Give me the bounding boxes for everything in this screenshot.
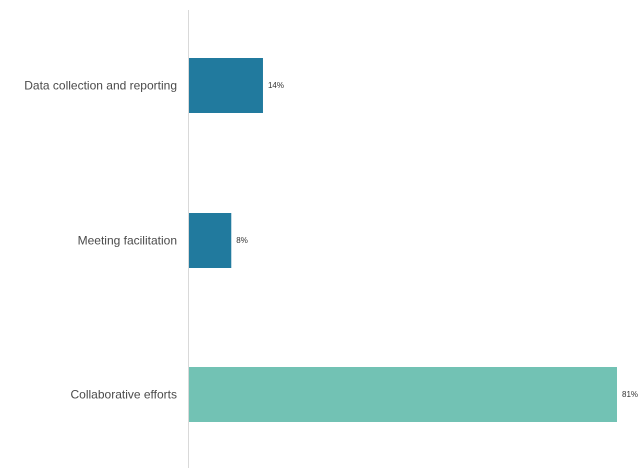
bar-1 bbox=[189, 213, 231, 268]
bar-2 bbox=[189, 367, 617, 422]
category-label-1: Meeting facilitation bbox=[78, 234, 177, 248]
bars-group bbox=[189, 58, 617, 422]
value-label-1: 8% bbox=[236, 236, 248, 245]
value-label-2: 81% bbox=[622, 390, 638, 399]
category-labels-group: Data collection and reporting Meeting fac… bbox=[24, 79, 177, 402]
bar-0 bbox=[189, 58, 263, 113]
value-labels-group: 14% 8% 81% bbox=[236, 81, 638, 399]
category-label-2: Collaborative efforts bbox=[71, 388, 178, 402]
value-label-0: 14% bbox=[268, 81, 284, 90]
category-label-0: Data collection and reporting bbox=[24, 79, 177, 93]
